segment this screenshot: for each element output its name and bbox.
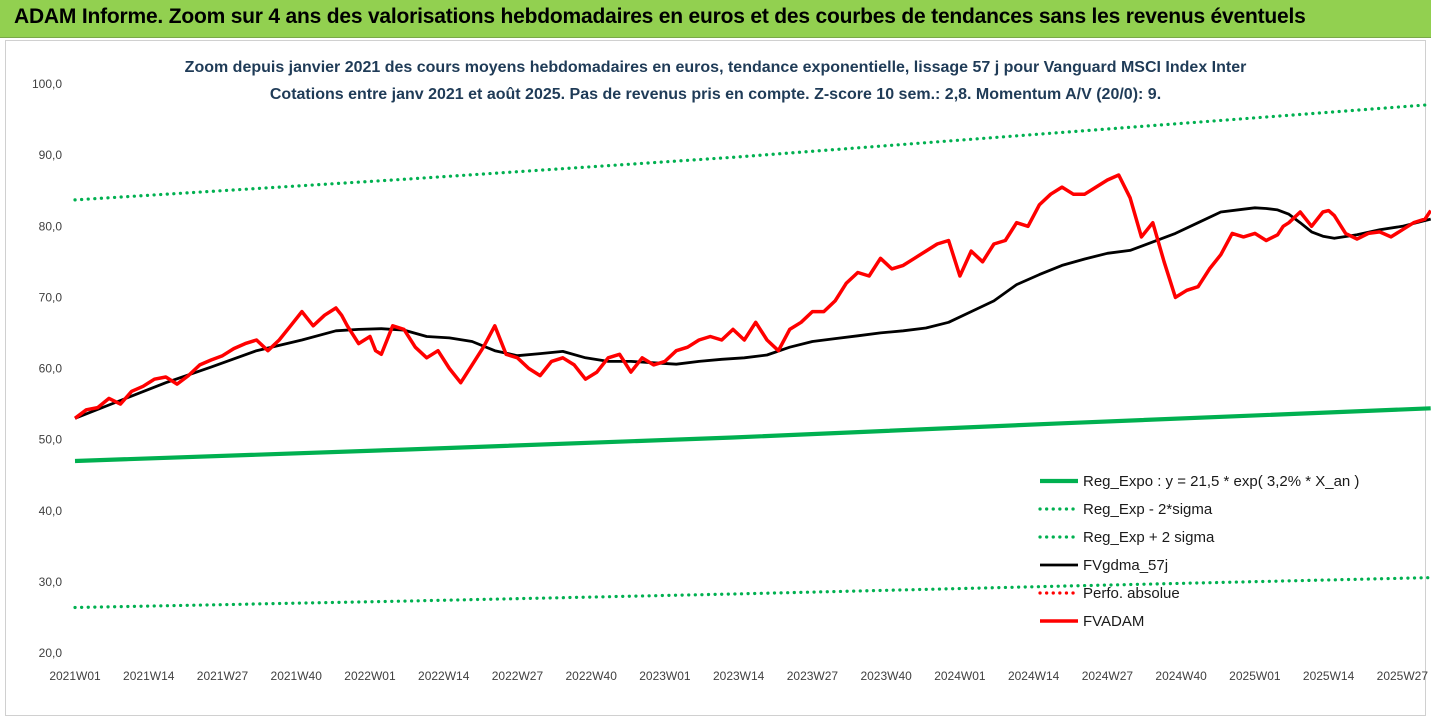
- x-tick-label: 2025W14: [1303, 669, 1355, 683]
- report-title: ADAM Informe. Zoom sur 4 ans des valoris…: [14, 5, 1306, 28]
- x-tick-label: 2021W14: [123, 669, 175, 683]
- legend-entry-label: FVADAM: [1083, 613, 1144, 630]
- legend-entry-label: FVgdma_57j: [1083, 557, 1168, 574]
- series-line-fvgdma_57j: [74, 206, 1431, 420]
- x-tick-label: 2023W27: [787, 669, 839, 683]
- y-tick-label: 80,0: [39, 219, 63, 233]
- legend: Reg_Expo : y = 21,5 * exp( 3,2% * X_an )…: [1038, 473, 1359, 630]
- y-tick-label: 30,0: [39, 575, 63, 589]
- y-tick-label: 50,0: [39, 433, 63, 447]
- y-tick-label: 40,0: [39, 504, 63, 518]
- x-tick-label: 2022W27: [492, 669, 544, 683]
- x-tick-label: 2023W40: [860, 669, 912, 683]
- chart-frame: [5, 40, 1426, 716]
- series-layer: [73, 102, 1431, 610]
- x-tick-label: 2025W01: [1229, 669, 1281, 683]
- x-tick-label: 2023W01: [639, 669, 691, 683]
- y-axis: 20,0 30,0 40,0 50,0 60,0 70,0 80,0 90,0 100,0: [32, 77, 62, 660]
- legend-entry-label: Reg_Exp + 2 sigma: [1083, 529, 1215, 546]
- series-line-reg_expo: [74, 406, 1431, 464]
- chart-title: Zoom depuis janvier 2021 des cours moyen…: [184, 59, 1247, 76]
- x-tick-label: 2021W27: [197, 669, 249, 683]
- x-tick-label: 2023W14: [713, 669, 765, 683]
- x-tick-label: 2022W01: [344, 669, 396, 683]
- legend-entry-label: Reg_Expo : y = 21,5 * exp( 3,2% * X_an ): [1083, 473, 1359, 490]
- series-line-reg_exp: [73, 575, 1431, 610]
- x-tick-label: 2022W40: [566, 669, 618, 683]
- x-tick-label: 2021W01: [49, 669, 101, 683]
- legend-entry-label: Perfo. absolue: [1083, 585, 1180, 602]
- y-tick-label: 60,0: [39, 362, 63, 376]
- y-tick-label: 90,0: [39, 148, 63, 162]
- report-banner: ADAM Informe. Zoom sur 4 ans des valoris…: [0, 0, 1431, 38]
- x-tick-label: 2024W40: [1155, 669, 1207, 683]
- x-tick-label: 2024W14: [1008, 669, 1060, 683]
- series-line-fvadam: [73, 173, 1431, 420]
- x-tick-label: 2024W27: [1082, 669, 1134, 683]
- x-tick-label: 2025W27: [1377, 669, 1429, 683]
- x-tick-label: 2022W14: [418, 669, 470, 683]
- y-tick-label: 20,0: [39, 646, 63, 660]
- chart-subtitle: Cotations entre janv 2021 et août 2025. …: [269, 86, 1162, 103]
- x-tick-label: 2021W40: [271, 669, 323, 683]
- x-tick-label: 2024W01: [934, 669, 986, 683]
- y-tick-label: 100,0: [32, 77, 62, 91]
- legend-entry-label: Reg_Exp - 2*sigma: [1083, 501, 1213, 518]
- x-axis: 2021W01 2021W14 2021W27 2021W40 2022W01 2022W…: [49, 669, 1428, 683]
- series-line-reg_exp: [73, 102, 1431, 202]
- y-tick-label: 70,0: [39, 290, 63, 304]
